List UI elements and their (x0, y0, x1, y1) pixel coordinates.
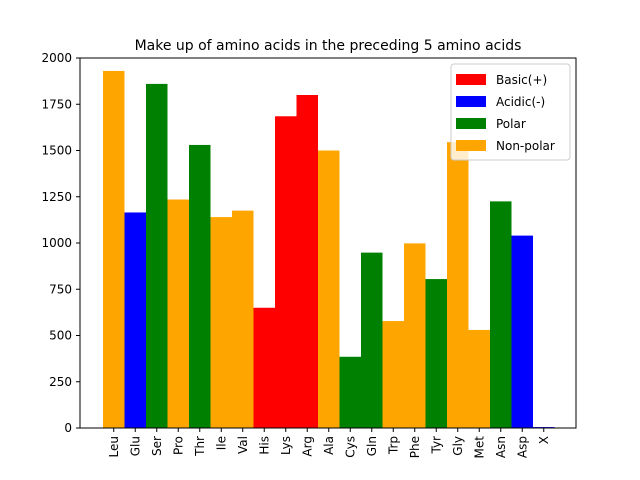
x-tick-label: Asn (494, 436, 508, 458)
legend-label: Polar (496, 117, 526, 131)
y-tick-label: 250 (49, 375, 72, 389)
bar-phe (404, 243, 426, 428)
bar-thr (189, 144, 211, 428)
x-tick-label: Leu (107, 436, 121, 457)
y-tick-label: 1250 (41, 190, 72, 204)
bar-ser (146, 83, 168, 429)
y-tick-label: 0 (64, 421, 72, 435)
legend-swatch (456, 140, 486, 151)
y-tick-label: 1500 (41, 144, 72, 158)
bar-trp (382, 321, 404, 428)
bar-gln (361, 252, 383, 428)
bar-ala (318, 150, 340, 428)
legend-swatch (456, 74, 486, 85)
x-tick-label: Gln (365, 436, 379, 456)
bar-tyr (425, 279, 447, 428)
bar-asp (511, 235, 533, 428)
y-axis: 0 250 500 750 1000 1250 1500 1750 2000 (41, 51, 80, 435)
chart-title: Make up of amino acids in the preceding … (135, 38, 522, 54)
bar-his (253, 307, 275, 428)
legend-label: Acidic(-) (496, 95, 545, 109)
y-tick-label: 1750 (41, 97, 72, 111)
legend-label: Basic(+) (496, 73, 547, 87)
x-tick-label: Asp (515, 436, 529, 458)
y-tick-label: 500 (49, 329, 72, 343)
bar-leu (103, 70, 125, 428)
bar-arg (296, 95, 318, 428)
y-tick-label: 2000 (41, 51, 72, 65)
bar-lys (275, 116, 297, 429)
x-tick-label: Ala (322, 436, 336, 455)
legend-box (450, 63, 571, 161)
y-tick-label: 1000 (41, 236, 72, 250)
x-tick-label: X (537, 436, 551, 444)
bar-val (232, 210, 254, 428)
x-tick-label: Glu (128, 436, 142, 456)
bars-group (103, 70, 555, 429)
x-tick-label: Tyr (429, 436, 443, 455)
bar-met (468, 329, 490, 428)
x-tick-label: Ile (214, 436, 228, 450)
x-tick-label: Lys (279, 436, 293, 455)
legend-swatch (456, 96, 486, 107)
x-tick-label: Phe (408, 436, 422, 458)
legend: Basic(+) Acidic(-) Polar Non-polar (450, 63, 571, 161)
x-tick-label: Cys (343, 436, 357, 458)
legend-label: Non-polar (496, 139, 555, 153)
legend-swatch (456, 118, 486, 129)
bar-pro (167, 199, 189, 428)
x-tick-label: Met (472, 436, 486, 459)
bar-cys (339, 356, 361, 428)
x-tick-label: Thr (193, 436, 207, 457)
x-tick-label: Ser (150, 436, 164, 456)
bar-glu (124, 212, 146, 428)
x-tick-label: His (257, 436, 271, 455)
x-tick-label: Gly (451, 436, 465, 456)
bar-ile (210, 217, 232, 428)
x-tick-label: Arg (300, 436, 314, 457)
x-axis: Leu Glu Ser Pro Thr Ile Val His Lys Arg Ala Cys Gln T… (107, 428, 551, 458)
y-tick-label: 750 (49, 282, 72, 296)
x-tick-label: Val (236, 436, 250, 454)
x-tick-label: Pro (171, 436, 185, 455)
bar-asn (490, 201, 512, 428)
bar-gly (447, 142, 469, 429)
x-tick-label: Trp (386, 436, 400, 455)
